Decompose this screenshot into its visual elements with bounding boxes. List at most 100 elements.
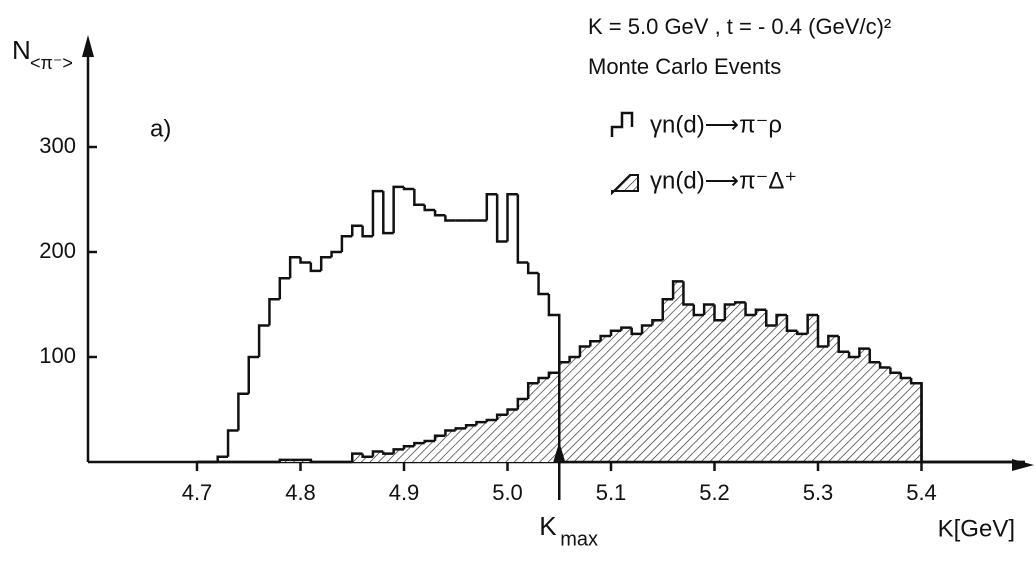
- hist-bar-fill: [569, 357, 580, 462]
- hist-bar-fill: [714, 320, 725, 462]
- hist-bar-fill: [497, 414, 508, 462]
- hist-bar-fill: [579, 346, 591, 462]
- hist-step: [413, 441, 425, 447]
- marker-label-sub: max: [560, 528, 598, 550]
- y-tick-label: 200: [39, 238, 76, 263]
- hist-step: [444, 429, 456, 436]
- chart-title: K = 5.0 GeV , t = - 0.4 (GeV/c)²: [588, 14, 891, 39]
- hist-step: [578, 345, 591, 357]
- hist-bar-fill: [424, 441, 436, 462]
- hist-step: [599, 334, 611, 342]
- hist-step: [495, 413, 508, 420]
- hist-step: [413, 189, 425, 206]
- hist-step: [361, 453, 373, 458]
- hist-bar-fill: [528, 383, 539, 462]
- hist-step: [806, 313, 818, 334]
- x-tick-label: 5.1: [596, 480, 627, 505]
- hist-step: [247, 355, 260, 394]
- hist-bar-fill: [735, 302, 746, 462]
- hist-bar-fill: [911, 383, 922, 462]
- hist-step: [485, 418, 498, 423]
- hist-step: [319, 256, 332, 271]
- hist-bar-fill: [455, 428, 467, 462]
- hist-bar-fill: [838, 351, 850, 462]
- hist-step: [309, 459, 322, 464]
- hist-step: [899, 372, 912, 380]
- hist-bar-fill: [611, 330, 622, 462]
- hist-step: [423, 204, 436, 212]
- hist-bar-fill: [600, 336, 611, 462]
- hist-step: [506, 193, 518, 242]
- hist-step: [858, 347, 870, 357]
- hist-step: [392, 185, 404, 234]
- hist-bar-fill: [849, 357, 860, 462]
- hist-bar-fill: [476, 422, 487, 462]
- x-tick-label: 5.3: [803, 480, 834, 505]
- hist-step: [392, 448, 404, 454]
- hist-bar-fill: [869, 362, 881, 462]
- hist-step: [765, 309, 777, 327]
- y-tick-label: 100: [39, 343, 76, 368]
- hist-step: [630, 327, 643, 336]
- hist-step: [278, 458, 291, 462]
- hist-step: [309, 262, 322, 273]
- marker-label: K: [539, 511, 557, 541]
- hist-bar-fill: [662, 299, 674, 462]
- hist-step: [537, 273, 549, 296]
- y-tick-label: 300: [39, 133, 76, 158]
- hist-step: [589, 340, 601, 347]
- hist-bar-fill: [859, 348, 870, 462]
- hist-bar-fill: [890, 372, 901, 462]
- hist-step: [278, 277, 291, 300]
- hist-step: [878, 362, 891, 369]
- y-axis-arrow: [82, 35, 94, 57]
- hist-step: [723, 303, 736, 321]
- hist-step: [216, 455, 229, 462]
- hist-bar-fill: [383, 453, 394, 462]
- hist-bar-fill: [590, 341, 601, 462]
- hist-step: [796, 330, 808, 336]
- hist-step: [868, 348, 881, 364]
- hist-bar-fill: [724, 304, 736, 462]
- hist-step: [371, 450, 384, 457]
- hist-bar-fill: [828, 336, 839, 462]
- hist-step: [889, 367, 901, 374]
- hist-bar-fill: [393, 449, 404, 462]
- hist-step: [288, 256, 301, 279]
- legend-icon: [611, 174, 639, 196]
- hist-step: [237, 392, 249, 431]
- hist-bar-fill: [486, 420, 498, 462]
- hist-step: [526, 382, 539, 399]
- hist-step: [226, 429, 239, 457]
- hist-bar-fill: [352, 453, 363, 462]
- hist-step: [361, 225, 373, 238]
- hist-step: [847, 351, 860, 359]
- hist-step: [920, 383, 932, 464]
- hist-bar-fill: [414, 443, 425, 462]
- hist-step: [526, 262, 539, 275]
- hist-step: [351, 452, 363, 462]
- hist-step: [382, 191, 394, 235]
- hist-step: [433, 434, 446, 441]
- legend-label: γn(d)⟶π⁻Δ⁺: [650, 167, 797, 194]
- hist-bar-fill: [404, 446, 415, 462]
- hist-step: [651, 319, 663, 326]
- hist-bar-fill: [621, 327, 632, 462]
- hist-bar-fill: [807, 315, 818, 462]
- hist-step: [299, 257, 311, 264]
- hist-bar-fill: [673, 281, 684, 462]
- x-tick-label: 5.2: [699, 480, 730, 505]
- hist-step: [351, 224, 363, 237]
- hist-step: [692, 304, 705, 317]
- hist-step: [754, 308, 767, 315]
- hist-step: [516, 397, 529, 410]
- hist-step: [775, 313, 787, 326]
- hist-step: [444, 215, 456, 222]
- hist-bar-fill: [755, 309, 767, 462]
- x-tick-label: 4.7: [182, 480, 213, 505]
- hist-step: [402, 186, 415, 191]
- hist-step: [506, 408, 518, 415]
- chart-subtitle: Monte Carlo Events: [588, 54, 781, 79]
- hist-bar-fill: [745, 315, 756, 462]
